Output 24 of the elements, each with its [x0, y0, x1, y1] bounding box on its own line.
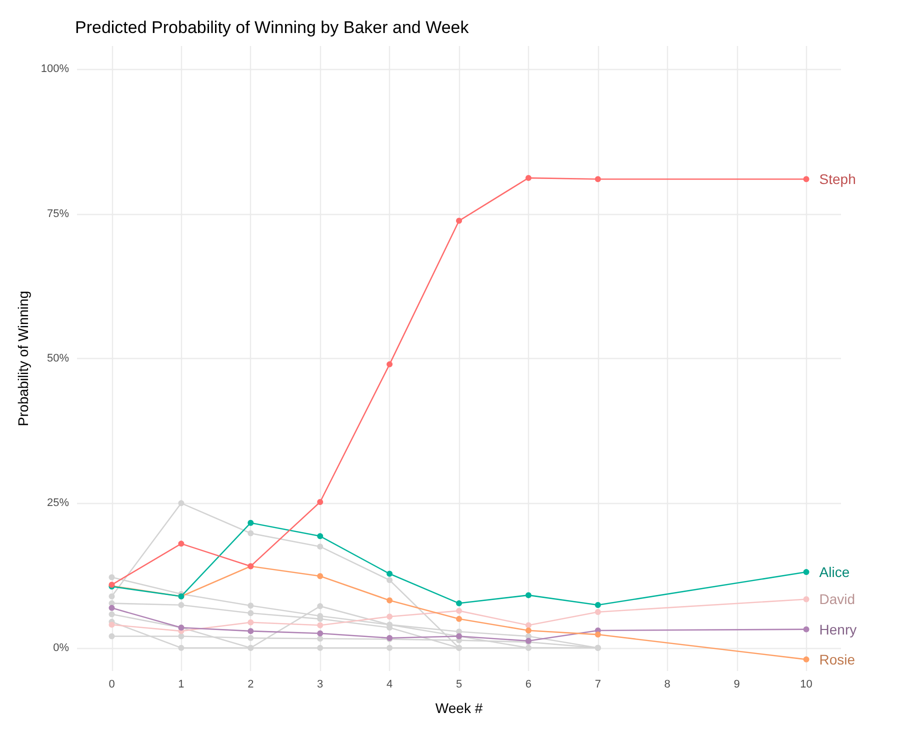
x-tick-label: 1 — [178, 678, 184, 690]
x-axis-title: Week # — [435, 700, 483, 716]
x-tick-label: 6 — [525, 678, 532, 690]
x-tick-label: 10 — [800, 678, 812, 690]
x-tick-label: 3 — [317, 678, 324, 690]
y-tick-label: 25% — [47, 497, 70, 510]
y-tick-label: 0% — [53, 642, 70, 654]
y-tick-label: 75% — [47, 208, 70, 220]
series-label: Rosie — [819, 651, 856, 668]
x-tick-label: 7 — [594, 678, 601, 690]
series-label: Henry — [819, 621, 857, 638]
y-axis-title: Probability of Winning — [15, 290, 31, 426]
series-label: Steph — [819, 171, 856, 188]
x-tick-label: 0 — [108, 678, 115, 690]
x-tick-label: 4 — [386, 678, 393, 690]
x-tick-label: 5 — [456, 678, 462, 690]
x-tick-label: 2 — [248, 678, 254, 690]
y-tick-label: 50% — [47, 352, 70, 364]
series-label: Alice — [819, 564, 850, 580]
x-tick-label: 9 — [734, 678, 740, 690]
series-label: David — [819, 591, 856, 608]
y-tick-label: 100% — [40, 63, 70, 76]
x-tick-label: 8 — [664, 678, 670, 690]
chart-title: Predicted Probability of Winning by Baker and Week — [75, 18, 470, 37]
